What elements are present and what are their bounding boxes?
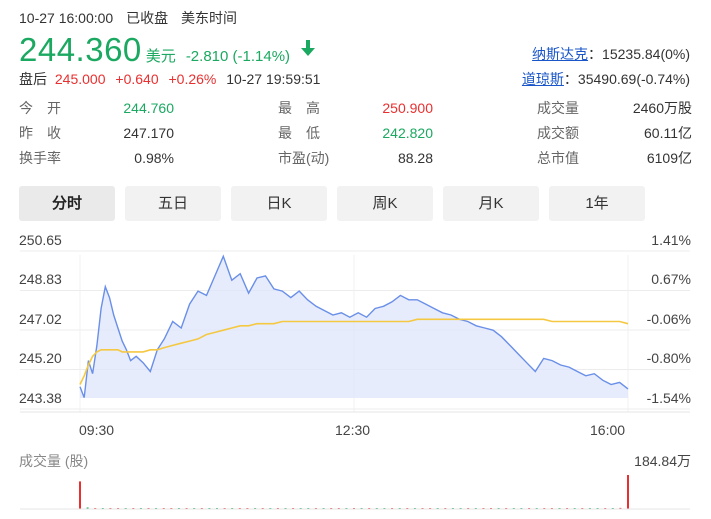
after-hours-price: 245.000 (54, 71, 106, 87)
stat-high-label: 最 高 (278, 100, 320, 116)
after-hours-change: +0.640 (115, 71, 159, 87)
y-pct-tick-label: 1.41% (651, 232, 691, 248)
stat-high-value: 250.900 (382, 100, 433, 116)
stat-pe-label: 市盈(动) (278, 150, 330, 166)
stat-turnover-rate-value: 0.98% (134, 150, 174, 166)
average-price-line (79, 318, 629, 385)
y-tick-label: 248.83 (19, 271, 62, 287)
stat-pe: 市盈(动) 88.28 (278, 147, 433, 169)
stat-turnover-rate: 换手率 0.98% (19, 147, 174, 169)
y-tick-label: 245.20 (19, 350, 62, 366)
after-hours-time: 10-27 19:59:51 (226, 71, 321, 87)
stat-pe-value: 88.28 (397, 150, 433, 166)
stat-turnover-rate-label: 换手率 (19, 150, 61, 166)
tab-daily-k[interactable]: 日K (231, 186, 327, 221)
y-tick-label: 243.38 (19, 390, 62, 406)
stats-grid: 今 开 244.760 昨 收 247.170 换手率 0.98% 最 高 25… (19, 97, 692, 173)
x-tick-label: 09:30 (79, 422, 115, 438)
timezone-label: 美东时间 (180, 10, 237, 26)
index-dow[interactable]: 道琼斯：35490.69(-0.74%) (521, 71, 690, 87)
after-hours-change-pct: +0.26% (168, 71, 217, 87)
chart-period-tabs: 分时 五日 日K 周K 月K 1年 (19, 186, 655, 221)
market-status: 已收盘 (126, 10, 169, 26)
tab-one-year[interactable]: 1年 (549, 186, 645, 221)
stat-open-value: 244.760 (123, 100, 174, 116)
stat-volume-value: 2460万股 (632, 100, 692, 116)
volume-bar (627, 475, 629, 509)
price-line (79, 254, 629, 398)
stat-prev-close: 昨 收 247.170 (19, 122, 174, 144)
price-area (80, 256, 628, 398)
price-change-pct: (-1.14%) (232, 48, 291, 65)
y-pct-tick-label: -0.06% (646, 311, 691, 327)
currency-label: 美元 (145, 48, 176, 65)
volume-bar (619, 507, 622, 509)
current-price: 244.360 (19, 31, 142, 68)
stat-market-cap-label: 总市值 (537, 150, 579, 166)
stat-amount: 成交额 60.11亿 (537, 122, 692, 144)
stat-open-label: 今 开 (19, 100, 61, 116)
stat-low: 最 低 242.820 (278, 122, 433, 144)
volume-title: 成交量 (股) (19, 453, 89, 469)
stat-market-cap-value: 6109亿 (646, 150, 692, 166)
stat-low-label: 最 低 (278, 125, 320, 141)
volume-max-label: 184.84万 (634, 453, 691, 469)
stat-volume-label: 成交量 (537, 100, 579, 116)
tab-monthly-k[interactable]: 月K (443, 186, 539, 221)
stat-open: 今 开 244.760 (19, 97, 174, 119)
price-change: -2.810 (-1.14%) (186, 48, 290, 65)
stat-amount-value: 60.11亿 (644, 125, 692, 141)
price-row: 244.360 美元 -2.810 (-1.14%) (19, 31, 316, 68)
stat-volume: 成交量 2460万股 (537, 97, 692, 119)
stat-market-cap: 总市值 6109亿 (537, 147, 692, 169)
tab-intraday[interactable]: 分时 (19, 186, 115, 221)
x-tick-label: 16:00 (590, 422, 626, 438)
index-dow-name[interactable]: 道琼斯 (521, 71, 564, 87)
arrow-down-icon (301, 40, 316, 56)
stat-prev-close-label: 昨 收 (19, 125, 61, 141)
volume-bar (79, 481, 81, 509)
stat-low-value: 242.820 (382, 125, 433, 141)
stat-high: 最 高 250.900 (278, 97, 433, 119)
after-hours-row: 盘后 245.000 +0.640 +0.26% 10-27 19:59:51 (19, 69, 320, 89)
index-nasdaq-value: 15235.84(0%) (602, 46, 690, 62)
y-pct-tick-label: 0.67% (651, 271, 691, 287)
quote-datetime: 10-27 16:00:00 (19, 10, 114, 26)
y-pct-tick-label: -0.80% (646, 350, 691, 366)
stat-amount-label: 成交额 (537, 125, 579, 141)
tab-five-day[interactable]: 五日 (125, 186, 221, 221)
index-nasdaq-name[interactable]: 纳斯达克 (532, 46, 589, 62)
market-status-line: 10-27 16:00:00 已收盘 美东时间 (19, 8, 246, 28)
stat-prev-close-value: 247.170 (123, 125, 174, 141)
index-dow-value: 35490.69(-0.74%) (577, 71, 690, 87)
tab-weekly-k[interactable]: 周K (337, 186, 433, 221)
y-tick-label: 247.02 (19, 311, 62, 327)
y-pct-tick-label: -1.54% (646, 390, 691, 406)
x-tick-label: 12:30 (335, 422, 371, 438)
index-nasdaq[interactable]: 纳斯达克：15235.84(0%) (532, 46, 690, 62)
y-tick-label: 250.65 (19, 232, 62, 248)
volume-bar (86, 507, 89, 509)
price-change-value: -2.810 (185, 48, 229, 65)
after-hours-label: 盘后 (19, 71, 47, 87)
